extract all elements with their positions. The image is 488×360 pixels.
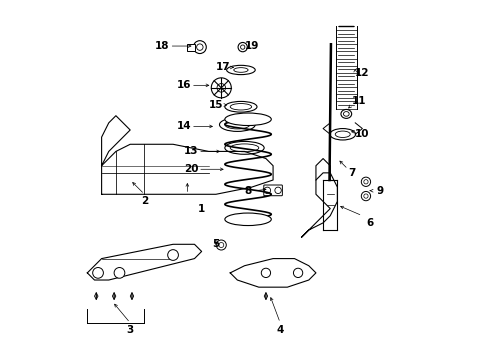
- FancyBboxPatch shape: [187, 44, 195, 51]
- Text: 16: 16: [176, 80, 191, 90]
- Text: 13: 13: [183, 147, 198, 157]
- Text: 20: 20: [183, 164, 198, 174]
- Polygon shape: [87, 244, 201, 280]
- Text: 17: 17: [215, 63, 230, 72]
- Ellipse shape: [219, 118, 255, 131]
- Text: 14: 14: [176, 121, 191, 131]
- Text: 4: 4: [276, 325, 284, 335]
- Text: 2: 2: [141, 197, 148, 206]
- FancyBboxPatch shape: [263, 185, 282, 196]
- Circle shape: [114, 267, 124, 278]
- Text: 1: 1: [198, 203, 205, 213]
- Text: 3: 3: [126, 325, 134, 335]
- Ellipse shape: [226, 65, 255, 75]
- Polygon shape: [301, 173, 337, 237]
- Circle shape: [261, 268, 270, 278]
- Text: 7: 7: [347, 168, 355, 178]
- Text: 11: 11: [351, 96, 366, 107]
- Text: 8: 8: [244, 186, 251, 196]
- Polygon shape: [230, 258, 315, 287]
- Text: 12: 12: [354, 68, 369, 78]
- Text: 5: 5: [212, 239, 219, 249]
- Circle shape: [361, 192, 370, 201]
- Ellipse shape: [340, 109, 351, 118]
- Circle shape: [93, 267, 103, 278]
- Ellipse shape: [224, 102, 257, 112]
- Circle shape: [216, 240, 226, 250]
- Text: 15: 15: [208, 100, 223, 110]
- Text: 9: 9: [376, 186, 383, 196]
- Text: 19: 19: [244, 41, 258, 51]
- Circle shape: [167, 249, 178, 260]
- Circle shape: [193, 41, 206, 54]
- Circle shape: [238, 42, 247, 52]
- Text: 10: 10: [354, 129, 369, 139]
- Circle shape: [361, 177, 370, 186]
- Text: 6: 6: [365, 218, 372, 228]
- Ellipse shape: [224, 113, 271, 126]
- Ellipse shape: [224, 141, 264, 154]
- Ellipse shape: [224, 213, 271, 226]
- Ellipse shape: [329, 129, 355, 140]
- Text: 18: 18: [155, 41, 169, 51]
- Circle shape: [293, 268, 302, 278]
